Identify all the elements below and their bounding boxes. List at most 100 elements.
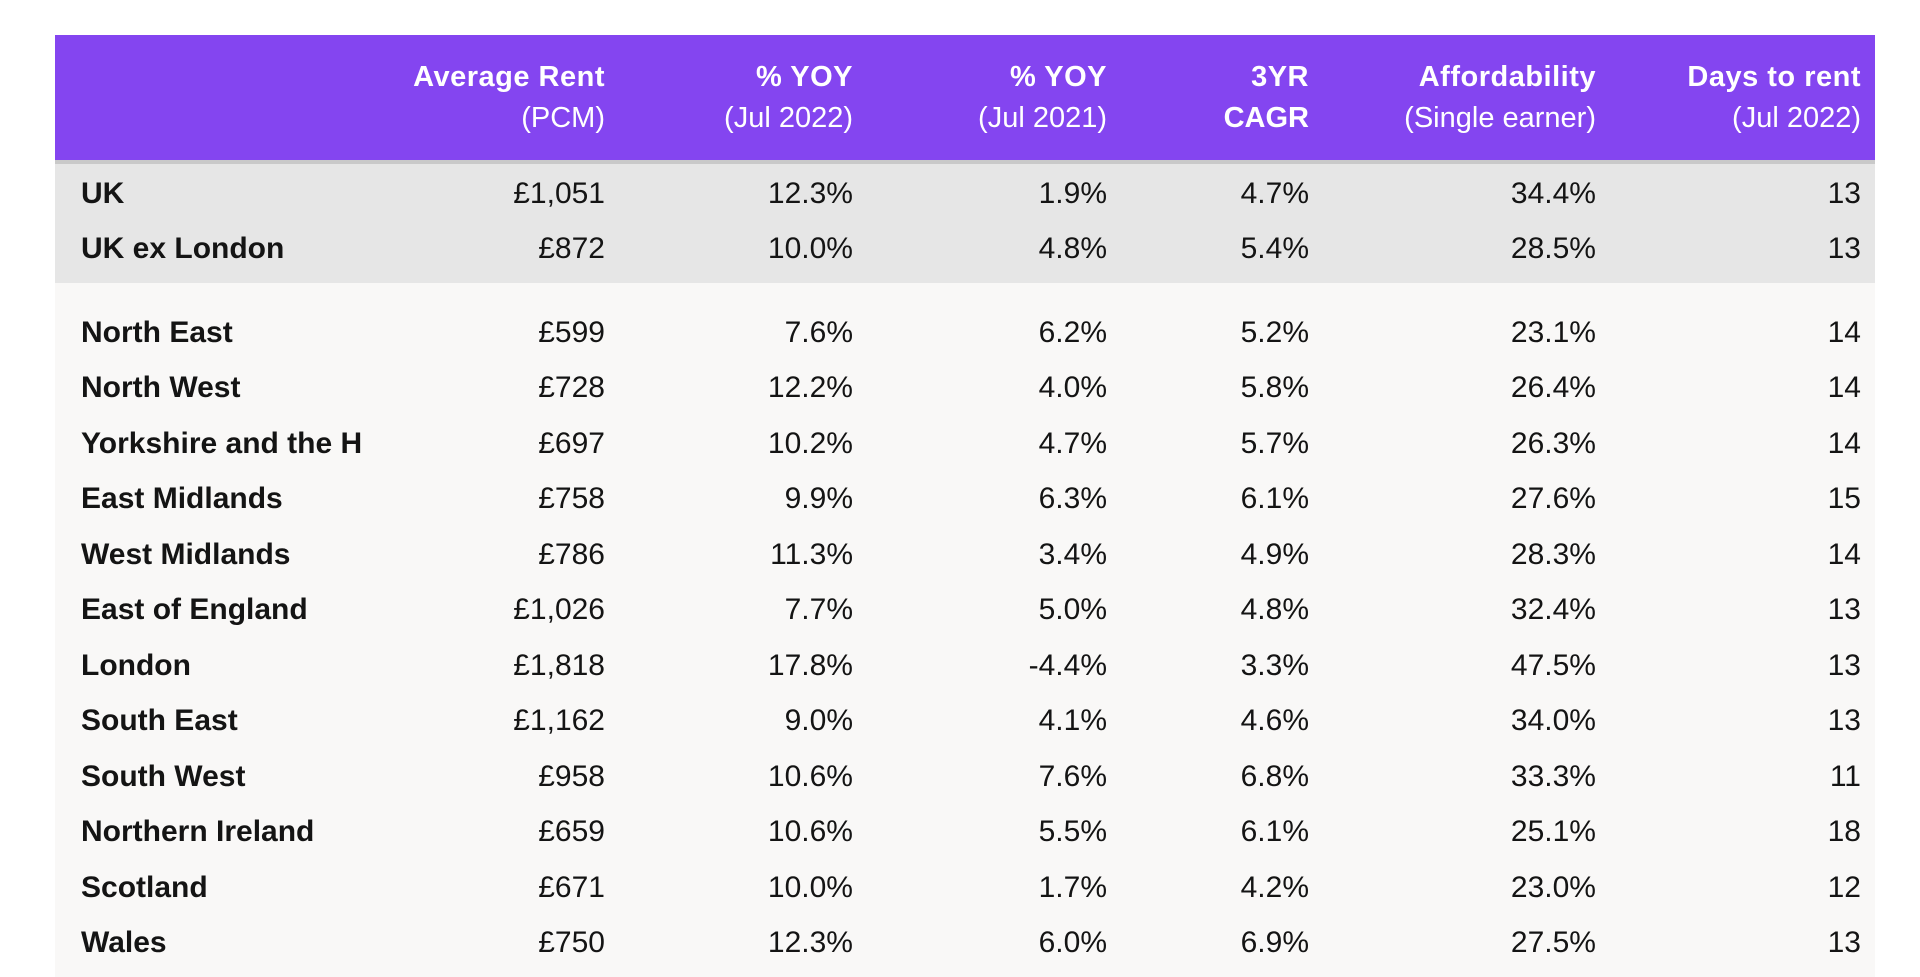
cell-average-rent: £659 bbox=[538, 815, 605, 849]
cell-yoy-2022: 10.2% bbox=[767, 426, 853, 460]
cell-days-to-rent: 13 bbox=[1827, 704, 1861, 738]
cell-yoy-2022: 11.3% bbox=[770, 537, 853, 571]
header-line1: % YOY bbox=[1009, 60, 1107, 93]
cell-region-name: East Midlands bbox=[81, 482, 283, 516]
cell-average-rent: £758 bbox=[538, 482, 605, 516]
cell-cagr-3yr: 3.3% bbox=[1240, 648, 1309, 682]
region-rows: North East £599 7.6% 6.2% 5.2% 23.1% 14 North W… bbox=[55, 283, 1875, 977]
cell-yoy-2021: 6.2% bbox=[1038, 315, 1107, 349]
table-row: North West £728 12.2% 4.0% 5.8% 26.4% 14 bbox=[55, 361, 1875, 417]
cell-yoy-2022: 12.2% bbox=[767, 371, 853, 405]
cell-affordability: 34.4% bbox=[1510, 176, 1596, 210]
cell-affordability: 47.5% bbox=[1510, 648, 1596, 682]
table-row: East of England £1,026 7.7% 5.0% 4.8% 32.4% 13 bbox=[55, 583, 1875, 639]
header-cell-days-to-rent: Days to rent (Jul 2022) bbox=[1596, 57, 1861, 139]
header-line1: Average Rent bbox=[413, 60, 605, 93]
cell-average-rent: £1,026 bbox=[513, 593, 605, 627]
table-row: East Midlands £758 9.9% 6.3% 6.1% 27.6% 15 bbox=[55, 472, 1875, 528]
cell-yoy-2022: 12.3% bbox=[767, 926, 853, 960]
cell-days-to-rent: 13 bbox=[1827, 648, 1861, 682]
cell-yoy-2021: 4.7% bbox=[1038, 426, 1107, 460]
cell-affordability: 26.4% bbox=[1510, 371, 1596, 405]
table-row: Northern Ireland £659 10.6% 5.5% 6.1% 25.1% 18 bbox=[55, 805, 1875, 861]
cell-average-rent: £958 bbox=[538, 759, 605, 793]
table-row: Wales £750 12.3% 6.0% 6.9% 27.5% 13 bbox=[55, 916, 1875, 972]
cell-affordability: 26.3% bbox=[1510, 426, 1596, 460]
cell-region-name: Scotland bbox=[81, 870, 208, 904]
cell-yoy-2022: 7.7% bbox=[784, 593, 853, 627]
cell-affordability: 32.4% bbox=[1510, 593, 1596, 627]
header-line1: Affordability bbox=[1418, 60, 1596, 93]
header-cell-average-rent: Average Rent (PCM) bbox=[373, 57, 605, 139]
header-line2: (Jul 2021) bbox=[978, 101, 1107, 134]
cell-affordability: 25.1% bbox=[1510, 815, 1596, 849]
cell-yoy-2022: 10.0% bbox=[767, 232, 853, 266]
table-row: South East £1,162 9.0% 4.1% 4.6% 34.0% 13 bbox=[55, 694, 1875, 750]
cell-average-rent: £750 bbox=[538, 926, 605, 960]
cell-days-to-rent: 13 bbox=[1827, 176, 1861, 210]
rent-table: Average Rent (PCM) % YOY (Jul 2022) % YO… bbox=[55, 35, 1875, 977]
header-line2: (PCM) bbox=[521, 101, 605, 134]
cell-days-to-rent: 13 bbox=[1827, 593, 1861, 627]
cell-cagr-3yr: 4.9% bbox=[1240, 537, 1309, 571]
cell-region-name: UK bbox=[81, 176, 125, 210]
cell-days-to-rent: 18 bbox=[1827, 815, 1861, 849]
cell-cagr-3yr: 4.2% bbox=[1240, 870, 1309, 904]
cell-yoy-2021: 5.5% bbox=[1038, 815, 1107, 849]
cell-yoy-2022: 9.0% bbox=[784, 704, 853, 738]
cell-yoy-2021: 3.4% bbox=[1038, 537, 1107, 571]
cell-region-name: South East bbox=[81, 704, 238, 738]
cell-region-name: London bbox=[81, 648, 191, 682]
cell-days-to-rent: 14 bbox=[1827, 426, 1861, 460]
cell-yoy-2022: 10.0% bbox=[767, 870, 853, 904]
cell-days-to-rent: 13 bbox=[1827, 926, 1861, 960]
header-cell-yoy-2022: % YOY (Jul 2022) bbox=[605, 57, 853, 139]
cell-cagr-3yr: 6.9% bbox=[1240, 926, 1309, 960]
cell-region-name: Northern Ireland bbox=[81, 815, 315, 849]
cell-yoy-2022: 17.8% bbox=[767, 648, 853, 682]
cell-average-rent: £728 bbox=[538, 371, 605, 405]
cell-region-name: North West bbox=[81, 371, 241, 405]
header-line1: 3YR bbox=[1251, 60, 1309, 93]
cell-days-to-rent: 11 bbox=[1829, 759, 1861, 793]
cell-yoy-2021: 1.7% bbox=[1038, 870, 1107, 904]
cell-yoy-2022: 12.3% bbox=[767, 176, 853, 210]
cell-cagr-3yr: 6.8% bbox=[1240, 759, 1309, 793]
table-row: Yorkshire and the H £697 10.2% 4.7% 5.7% 26.3… bbox=[55, 416, 1875, 472]
cell-region-name: Yorkshire and the H bbox=[81, 426, 363, 460]
cell-average-rent: £872 bbox=[538, 232, 605, 266]
header-cell-cagr: 3YR CAGR bbox=[1107, 57, 1309, 139]
cell-region-name: South West bbox=[81, 759, 246, 793]
table-row: West Midlands £786 11.3% 3.4% 4.9% 28.3% 14 bbox=[55, 527, 1875, 583]
cell-days-to-rent: 12 bbox=[1827, 870, 1861, 904]
header-line2: (Single earner) bbox=[1404, 101, 1596, 134]
cell-cagr-3yr: 5.7% bbox=[1240, 426, 1309, 460]
cell-affordability: 27.5% bbox=[1510, 926, 1596, 960]
cell-cagr-3yr: 4.7% bbox=[1240, 176, 1309, 210]
cell-average-rent: £1,818 bbox=[513, 648, 605, 682]
cell-cagr-3yr: 4.6% bbox=[1240, 704, 1309, 738]
cell-average-rent: £786 bbox=[538, 537, 605, 571]
cell-cagr-3yr: 4.8% bbox=[1240, 593, 1309, 627]
table-row: South West £958 10.6% 7.6% 6.8% 33.3% 11 bbox=[55, 749, 1875, 805]
cell-yoy-2022: 7.6% bbox=[784, 315, 853, 349]
cell-average-rent: £671 bbox=[538, 870, 605, 904]
table-row: UK ex London £872 10.0% 4.8% 5.4% 28.5% 13 bbox=[55, 222, 1875, 278]
cell-affordability: 23.0% bbox=[1510, 870, 1596, 904]
cell-affordability: 23.1% bbox=[1510, 315, 1596, 349]
cell-yoy-2022: 10.6% bbox=[767, 759, 853, 793]
cell-average-rent: £1,162 bbox=[513, 704, 605, 738]
header-cell-yoy-2021: % YOY (Jul 2021) bbox=[853, 57, 1107, 139]
cell-cagr-3yr: 6.1% bbox=[1240, 815, 1309, 849]
cell-cagr-3yr: 5.8% bbox=[1240, 371, 1309, 405]
cell-region-name: East of England bbox=[81, 593, 308, 627]
cell-average-rent: £1,051 bbox=[513, 176, 605, 210]
cell-cagr-3yr: 5.4% bbox=[1240, 232, 1309, 266]
table-row: North East £599 7.6% 6.2% 5.2% 23.1% 14 bbox=[55, 305, 1875, 361]
cell-affordability: 33.3% bbox=[1510, 759, 1596, 793]
table-row: London £1,818 17.8% -4.4% 3.3% 47.5% 13 bbox=[55, 638, 1875, 694]
cell-yoy-2022: 10.6% bbox=[767, 815, 853, 849]
header-line2: (Jul 2022) bbox=[724, 101, 853, 134]
header-line2: CAGR bbox=[1223, 101, 1309, 134]
header-line1: Days to rent bbox=[1687, 60, 1861, 93]
